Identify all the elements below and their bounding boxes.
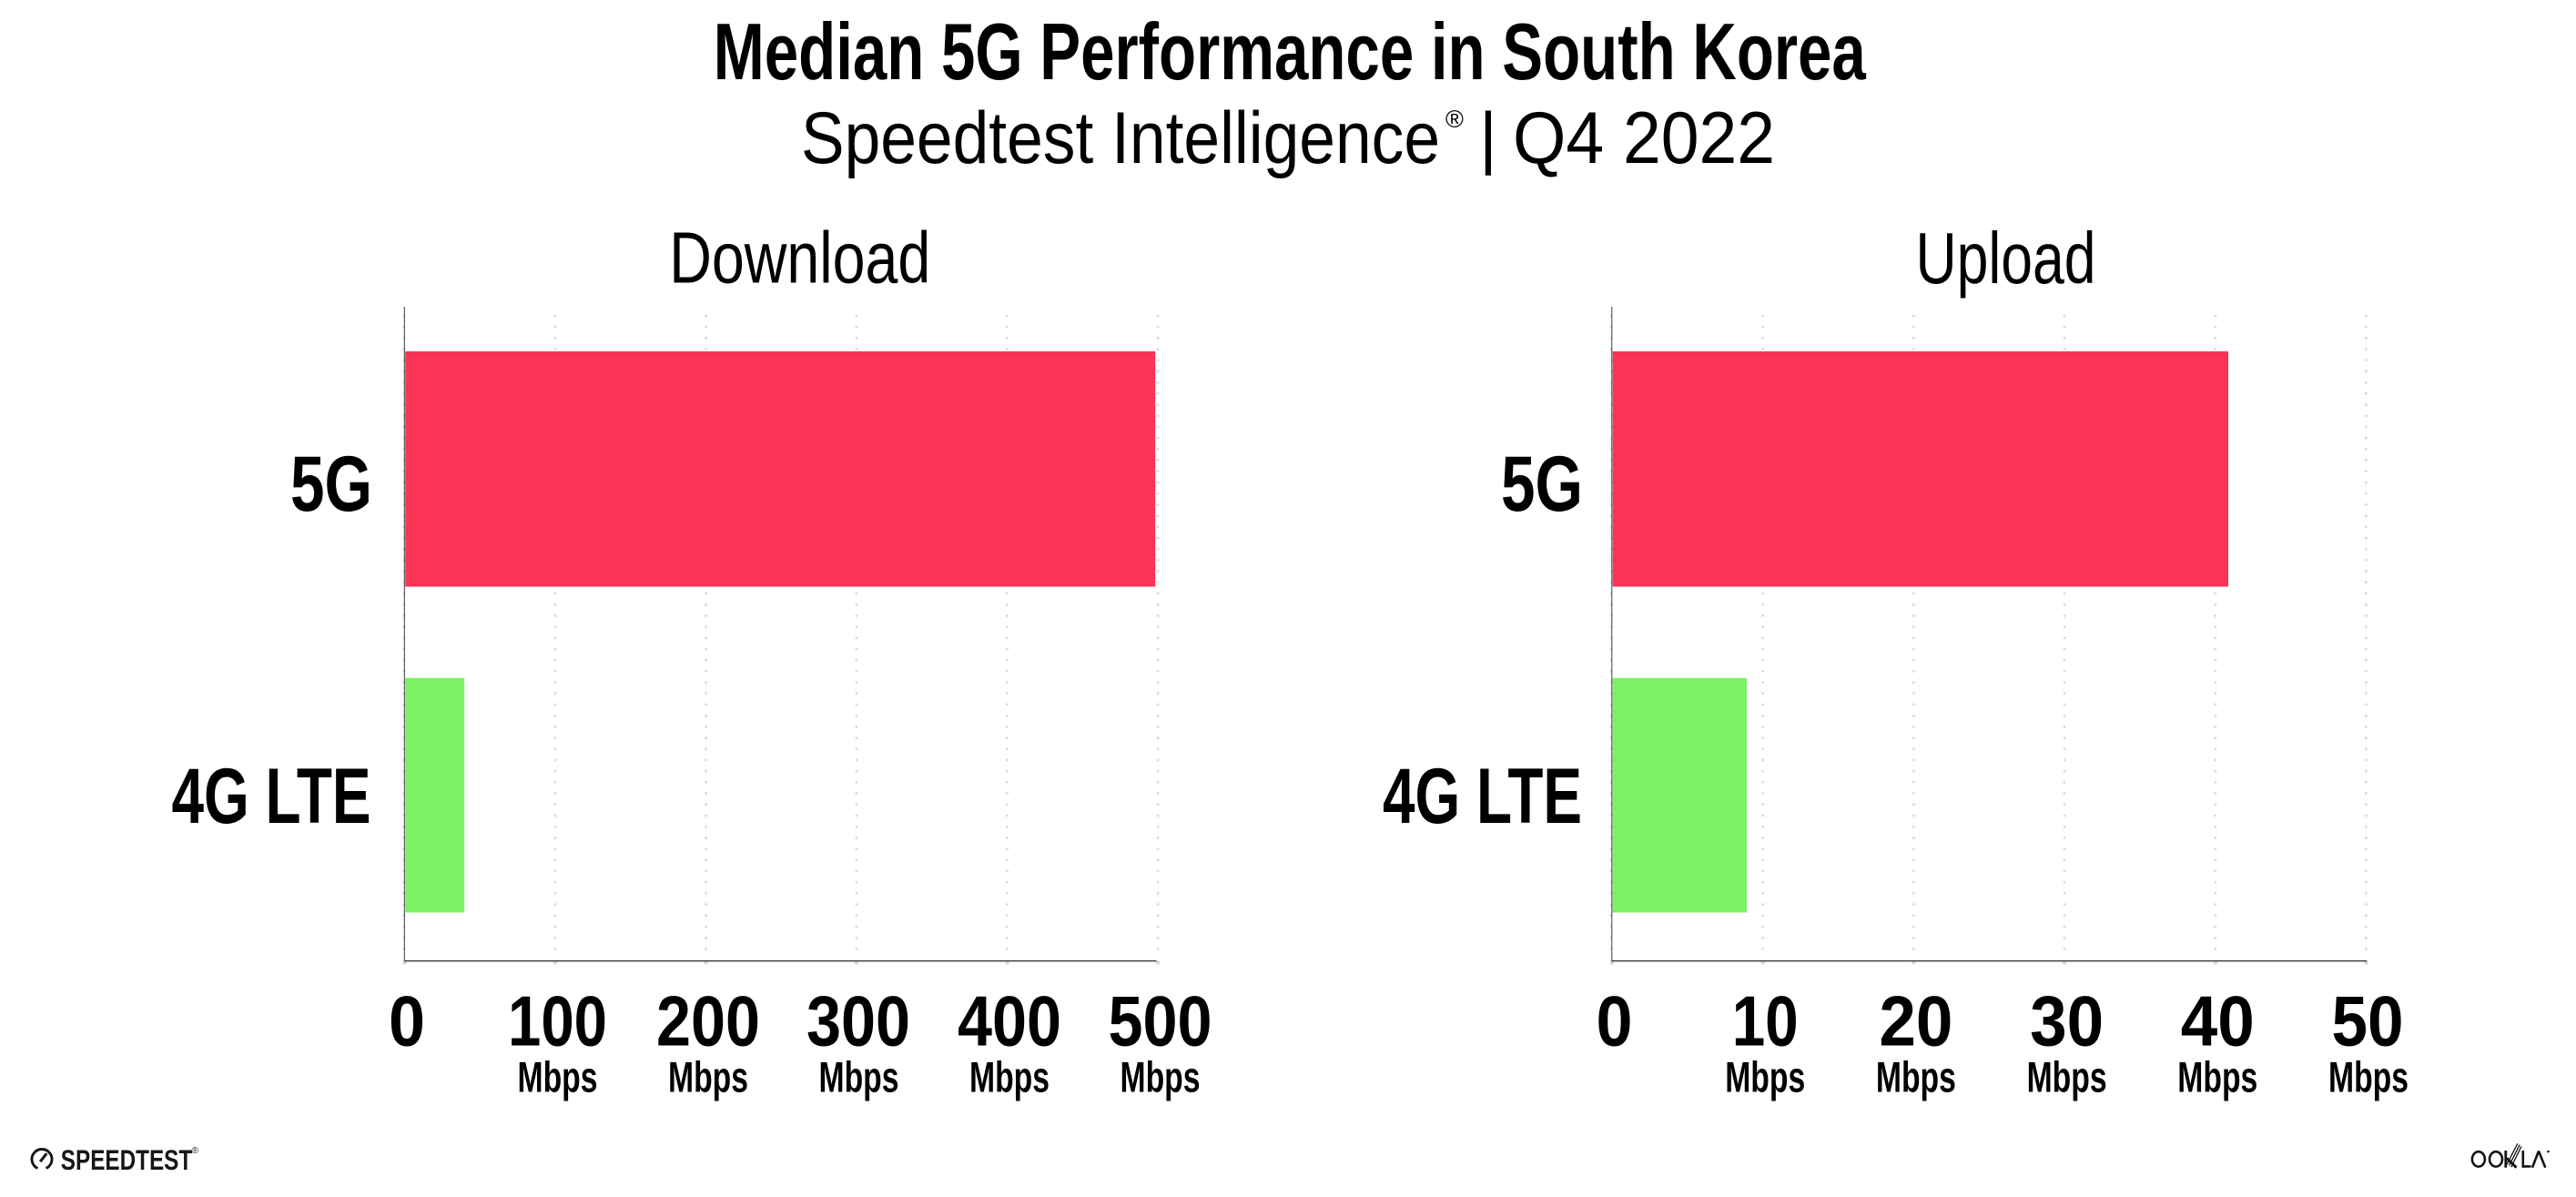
svg-text:50: 50: [2332, 981, 2404, 1061]
svg-text:400: 400: [958, 981, 1061, 1061]
svg-text:Mbps: Mbps: [2177, 1054, 2257, 1102]
svg-text:Q4 2022: Q4 2022: [1513, 97, 1775, 179]
svg-text:5G: 5G: [1501, 441, 1583, 528]
svg-text:0: 0: [1597, 981, 1633, 1061]
svg-text:SPEEDTEST: SPEEDTEST: [61, 1143, 192, 1176]
svg-text:0: 0: [389, 981, 425, 1061]
svg-text:5G: 5G: [290, 441, 372, 528]
svg-text:Download: Download: [669, 218, 930, 299]
svg-text:40: 40: [2181, 981, 2255, 1061]
svg-text:Speedtest Intelligence: Speedtest Intelligence: [801, 97, 1440, 179]
svg-text:®: ®: [1445, 106, 1464, 133]
svg-text:Mbps: Mbps: [2328, 1054, 2409, 1102]
svg-text:Mbps: Mbps: [518, 1054, 598, 1102]
svg-text:Median 5G Performance in South: Median 5G Performance in South Korea: [714, 6, 1867, 96]
svg-text:Mbps: Mbps: [1876, 1054, 1956, 1102]
svg-text:Mbps: Mbps: [1121, 1054, 1201, 1102]
svg-text:30: 30: [2030, 981, 2104, 1061]
svg-text:10: 10: [1732, 981, 1799, 1061]
svg-text:Mbps: Mbps: [1725, 1054, 1805, 1102]
svg-text:|: |: [1479, 99, 1497, 177]
svg-text:Mbps: Mbps: [819, 1054, 899, 1102]
svg-text:500: 500: [1109, 981, 1212, 1061]
svg-text:4G LTE: 4G LTE: [1383, 753, 1582, 840]
svg-text:Mbps: Mbps: [2027, 1054, 2107, 1102]
svg-text:®: ®: [192, 1146, 199, 1156]
svg-text:4G LTE: 4G LTE: [172, 753, 371, 840]
svg-text:20: 20: [1879, 981, 1952, 1061]
svg-text:Mbps: Mbps: [668, 1054, 748, 1102]
svg-text:Mbps: Mbps: [969, 1054, 1050, 1102]
svg-text:100: 100: [508, 981, 607, 1061]
svg-text:Upload: Upload: [1916, 218, 2096, 299]
svg-text:300: 300: [806, 981, 910, 1061]
svg-text:200: 200: [656, 981, 760, 1061]
